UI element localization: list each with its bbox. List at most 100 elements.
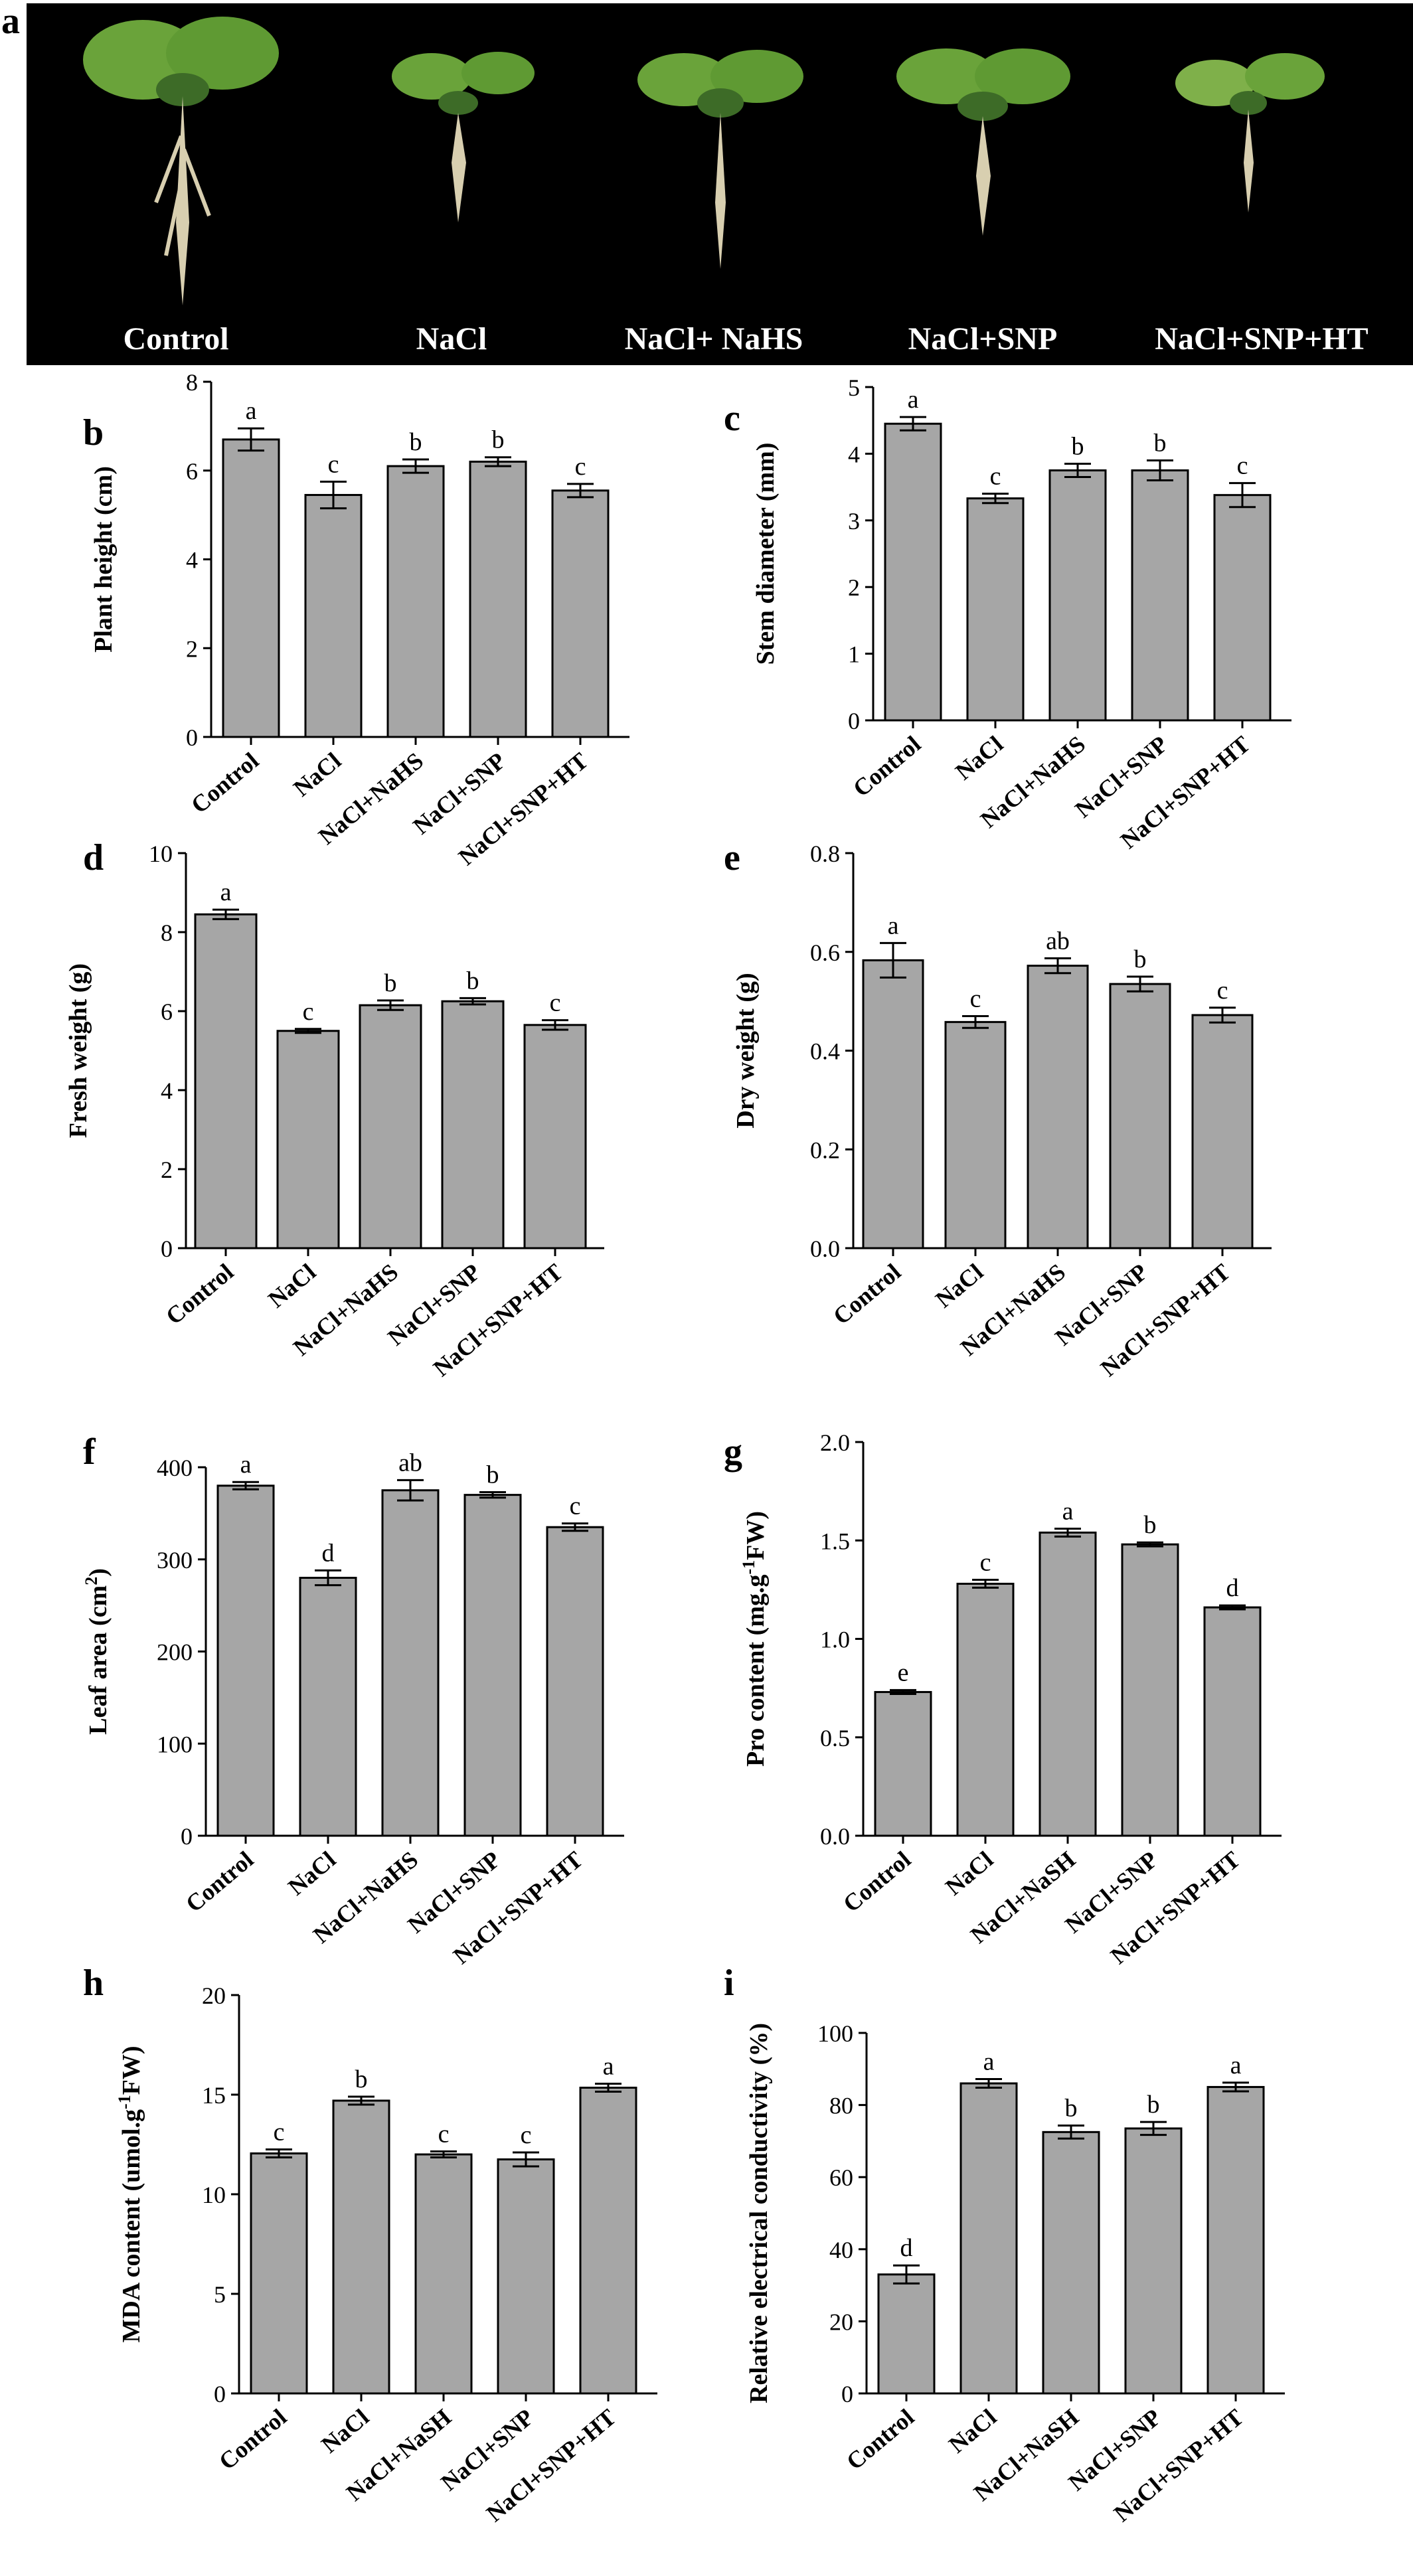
y-tick-label-c: 5 (848, 374, 860, 401)
significance-letter-i-4: a (1230, 2052, 1242, 2079)
category-label-b-4: NaCl+SNP+HT (454, 747, 593, 870)
panel-letter-i: i (724, 1963, 734, 2004)
y-axis-label-i: Relative electrical conductivity (%) (745, 2023, 773, 2403)
y-tick-label-e: 0.6 (810, 939, 840, 966)
bar-g-1 (956, 1582, 1015, 1837)
category-label-f-2: NaCl+NaHS (308, 1846, 423, 1948)
bar-g-0 (874, 1691, 932, 1837)
y-tick-label-h: 5 (214, 2281, 226, 2308)
y-tick-label-e: 0.0 (810, 1236, 840, 1262)
y-tick-label-g: 0.5 (820, 1725, 850, 1751)
bar-f-2 (381, 1489, 440, 1837)
significance-letter-h-0: c (274, 2119, 285, 2146)
photo-label-nacl: NaCl (416, 321, 487, 357)
bar-g-2 (1039, 1531, 1097, 1837)
significance-letter-b-1: c (328, 450, 339, 478)
significance-letter-g-2: a (1062, 1497, 1074, 1525)
category-label-g-2: NaCl+NaSH (965, 1846, 1080, 1948)
panel-letter-f: f (83, 1431, 96, 1473)
category-label-e-2: NaCl+NaHS (956, 1258, 1070, 1360)
bar-i-4 (1206, 2085, 1265, 2395)
y-tick-label-f: 0 (181, 1823, 193, 1850)
significance-letter-c-1: c (990, 463, 1001, 491)
category-label-b-0: Control (186, 747, 264, 818)
y-tick-label-d: 10 (149, 841, 173, 867)
category-label-c-0: Control (848, 730, 926, 801)
y-tick-label-i: 60 (829, 2164, 853, 2191)
significance-letter-f-4: c (570, 1492, 581, 1520)
y-tick-label-c: 0 (848, 708, 860, 734)
category-label-i-2: NaCl+NaSH (969, 2403, 1084, 2506)
y-tick-label-h: 15 (202, 2082, 226, 2109)
bar-g-3 (1121, 1543, 1179, 1837)
significance-letter-c-0: a (908, 386, 919, 414)
y-tick-label-c: 1 (848, 641, 860, 668)
category-label-d-1: NaCl (263, 1258, 321, 1313)
category-label-f-1: NaCl (283, 1846, 341, 1900)
y-tick-label-i: 40 (829, 2237, 853, 2263)
bar-c-4 (1213, 494, 1272, 722)
category-label-e-1: NaCl (930, 1258, 988, 1313)
y-tick-label-g: 2.0 (820, 1429, 850, 1456)
bar-g-4 (1203, 1606, 1262, 1837)
bar-e-4 (1191, 1014, 1254, 1249)
category-label-d-0: Control (161, 1258, 238, 1329)
y-tick-label-d: 0 (161, 1236, 173, 1262)
y-tick-label-f: 300 (157, 1547, 193, 1573)
y-tick-label-d: 4 (161, 1078, 173, 1104)
category-label-i-0: Control (841, 2403, 919, 2474)
significance-letter-e-1: c (970, 985, 981, 1012)
bar-h-1 (332, 2099, 390, 2395)
y-tick-label-g: 1.5 (820, 1528, 850, 1554)
bar-d-1 (276, 1030, 340, 1249)
bar-f-4 (546, 1526, 604, 1837)
panel-letter-e: e (724, 837, 740, 878)
bar-e-1 (944, 1020, 1007, 1249)
panel-letter-g: g (724, 1431, 742, 1473)
category-label-e-3: NaCl+SNP (1050, 1258, 1153, 1350)
y-axis-label-b: Plant height (cm) (90, 466, 118, 653)
y-tick-label-h: 10 (202, 2182, 226, 2208)
significance-letter-h-3: c (521, 2121, 532, 2149)
photo-label-control: Control (123, 321, 229, 357)
bar-b-4 (551, 489, 610, 738)
category-label-d-2: NaCl+NaHS (288, 1258, 403, 1360)
category-label-h-2: NaCl+NaSH (341, 2403, 456, 2506)
significance-letter-e-3: b (1134, 945, 1147, 973)
bar-i-3 (1124, 2127, 1183, 2395)
y-tick-label-g: 1.0 (820, 1627, 850, 1653)
y-axis-label-c: Stem diameter (mm) (752, 443, 780, 665)
y-tick-label-e: 0.2 (810, 1137, 840, 1163)
bar-h-0 (250, 2152, 308, 2395)
bar-b-1 (304, 494, 363, 738)
category-label-h-0: Control (214, 2403, 291, 2474)
photo-label-nacl-snp: NaCl+SNP (908, 321, 1058, 357)
panel-letter-a: a (1, 1, 20, 42)
significance-letter-d-4: c (550, 989, 561, 1017)
y-tick-label-i: 20 (829, 2308, 853, 2335)
significance-letter-e-2: ab (1046, 927, 1070, 955)
category-label-g-1: NaCl (940, 1846, 998, 1900)
significance-letter-b-2: b (410, 428, 422, 456)
y-tick-label-c: 3 (848, 508, 860, 534)
significance-letter-c-4: c (1237, 452, 1248, 480)
category-label-f-3: NaCl+SNP (402, 1846, 505, 1938)
y-axis-label-d: Fresh weight (g) (64, 963, 92, 1138)
bar-h-2 (414, 2153, 473, 2395)
y-tick-label-b: 0 (186, 724, 198, 751)
significance-letter-g-4: d (1226, 1574, 1239, 1602)
significance-letter-c-2: b (1072, 432, 1084, 460)
category-label-e-4: NaCl+SNP+HT (1096, 1258, 1235, 1382)
category-label-g-3: NaCl+SNP (1060, 1846, 1163, 1938)
significance-letter-i-1: a (983, 2048, 995, 2076)
category-label-b-3: NaCl+SNP (408, 747, 511, 839)
y-axis-label-f: Leaf area (cm2) (82, 1568, 113, 1735)
significance-letter-i-2: b (1065, 2095, 1078, 2123)
y-tick-label-d: 2 (161, 1157, 173, 1183)
bar-e-0 (862, 959, 924, 1249)
category-label-g-4: NaCl+SNP+HT (1106, 1846, 1245, 1969)
significance-letter-h-4: a (603, 2053, 614, 2081)
significance-letter-f-2: ab (398, 1449, 422, 1477)
bar-f-3 (463, 1494, 522, 1837)
category-label-i-1: NaCl (944, 2403, 1001, 2458)
